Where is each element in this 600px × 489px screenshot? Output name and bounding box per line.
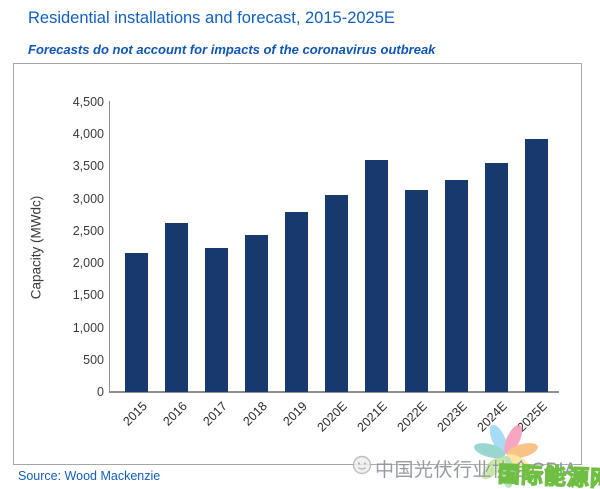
y-tick-label-4000: 4,000 (72, 127, 104, 142)
y-tick-label-4500: 4,500 (72, 95, 104, 109)
pastel-flower-logo-icon (474, 424, 538, 488)
bar-2018 (244, 234, 268, 392)
bar-2020E (324, 194, 348, 392)
y-axis-title: Capacity (MWdc) (28, 195, 44, 300)
y-tick-label-1500: 1,500 (72, 288, 104, 303)
source-note: Source: Wood Mackenzie (18, 469, 161, 483)
chart-subtitle: Forecasts do not account for impacts of … (28, 42, 436, 57)
y-tick-label-1000: 1,000 (72, 320, 104, 335)
y-tick-label-500: 500 (83, 352, 104, 367)
bar-2015 (124, 253, 148, 392)
gray-face-icon (352, 455, 372, 475)
bar-2021E (364, 160, 388, 392)
chart-title: Residential installations and forecast, … (28, 9, 395, 27)
y-tick-label-2000: 2,000 (72, 256, 104, 271)
y-axis-line (108, 101, 110, 392)
y-tick-label-0: 0 (97, 385, 104, 399)
bar-2019 (284, 211, 308, 392)
y-tick-label-3000: 3,000 (72, 191, 104, 206)
bar-2024E (484, 162, 508, 392)
y-tick-label-2500: 2,500 (72, 223, 104, 238)
bar-2017 (204, 248, 228, 392)
watermark-cpia-text: 中国光伏行业协会CPIA (375, 460, 578, 481)
bar-2022E (404, 190, 428, 392)
bar-2016 (164, 223, 188, 392)
bar-2023E (444, 179, 468, 392)
watermark-energy-net-text: 国际能源网 (497, 461, 600, 489)
bar-2025E (524, 139, 548, 392)
y-tick-label-3500: 3,500 (72, 159, 104, 174)
